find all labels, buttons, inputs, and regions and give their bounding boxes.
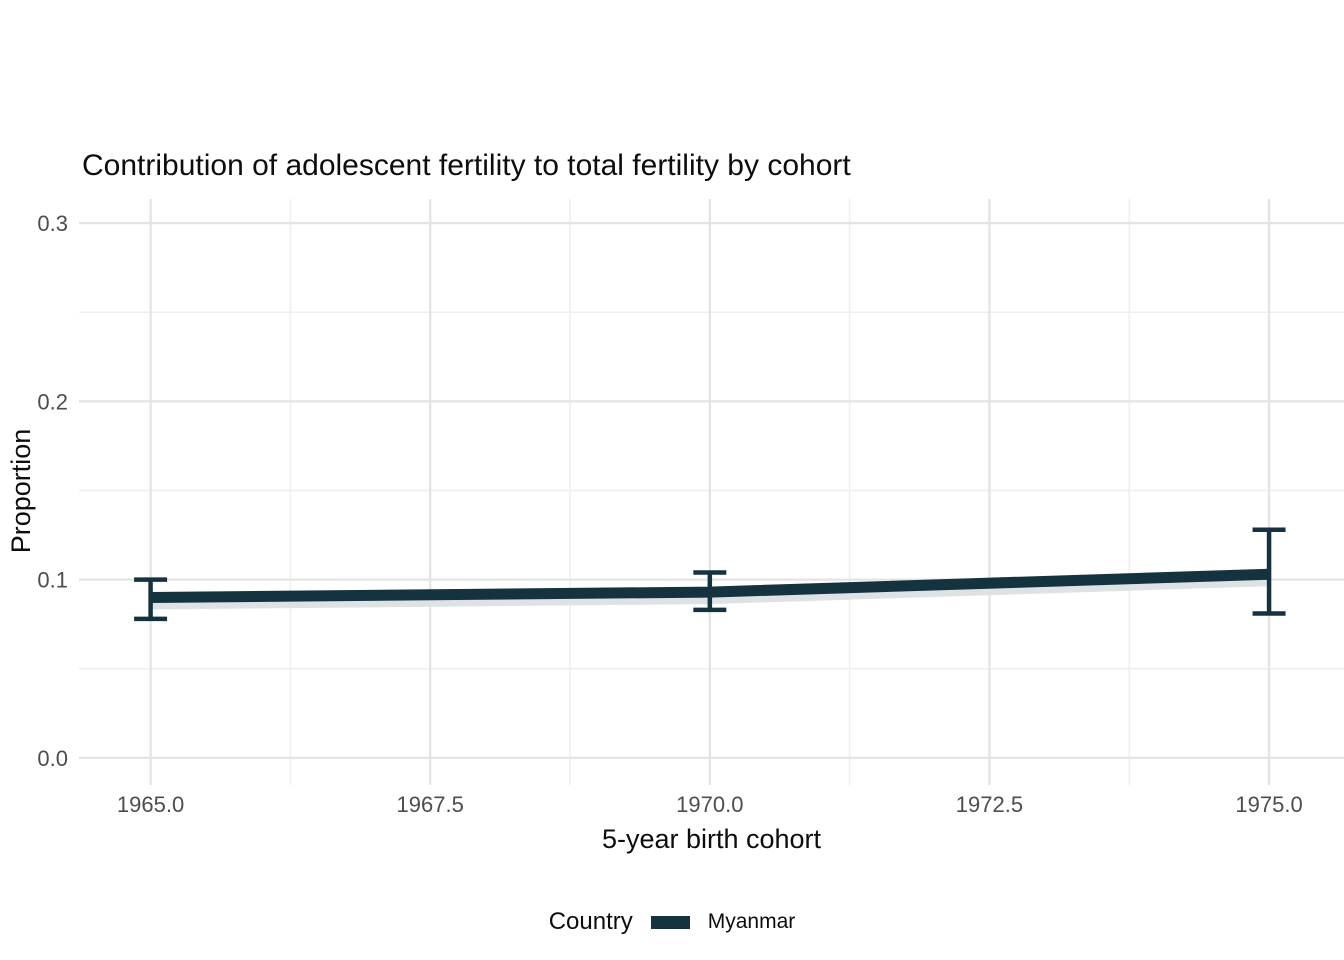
legend-item-label: Myanmar [707,910,796,933]
x-tick-label: 1970.0 [676,792,743,817]
y-tick-label: 0.0 [37,746,68,771]
x-tick-label: 1972.5 [956,792,1023,817]
x-axis-title: 5-year birth cohort [601,824,822,854]
legend-line-swatch [650,915,690,929]
x-tick-label: 1975.0 [1235,792,1302,817]
y-tick-label: 0.3 [37,211,68,236]
legend: Country Myanmar [0,903,1344,941]
y-tick-label: 0.1 [37,568,68,593]
y-tick-label: 0.2 [37,389,68,414]
legend-title: Country [548,908,633,935]
x-tick-label: 1967.5 [397,792,464,817]
x-tick-label: 1965.0 [117,792,184,817]
chart-title: Contribution of adolescent fertility to … [82,149,851,182]
y-axis-title: Proportion [6,428,36,554]
